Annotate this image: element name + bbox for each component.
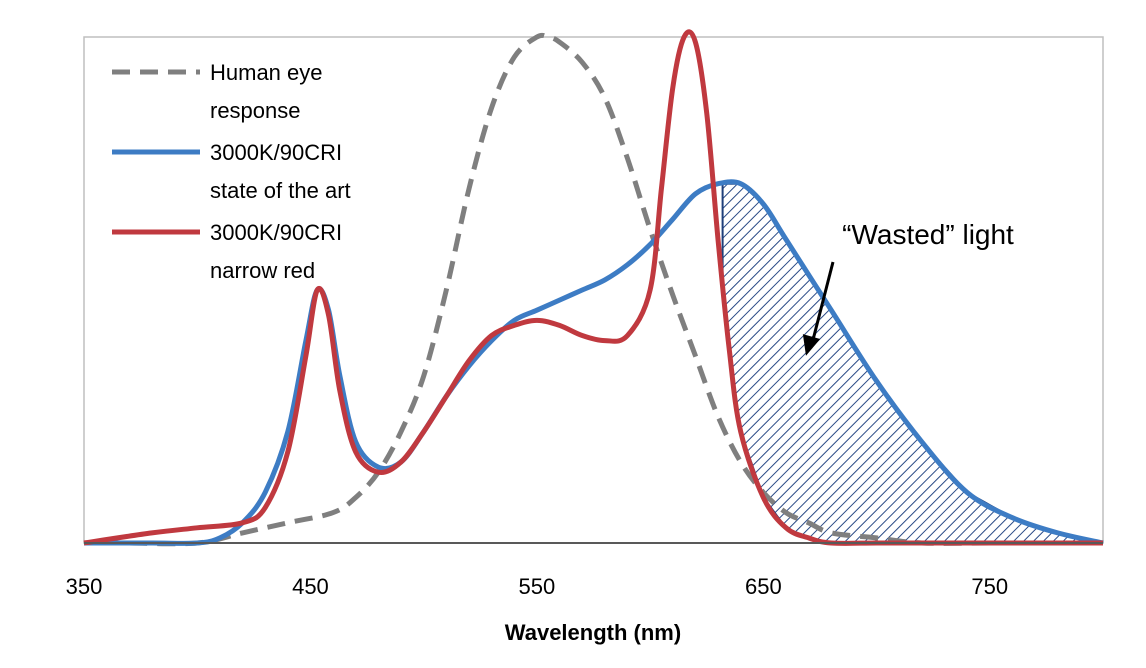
- legend-label-3000k-90cri-narrow-red: 3000K/90CRI narrow red: [210, 220, 342, 283]
- x-tick-label: 350: [66, 574, 103, 599]
- series-line-3000k-90cri-narrow-red: [83, 29, 1103, 546]
- x-tick-label: 650: [745, 574, 782, 599]
- legend-label-human-eye-response: Human eye response: [210, 60, 323, 123]
- x-tick-label: 450: [292, 574, 329, 599]
- annotation-wasted-light: “Wasted” light: [842, 219, 1014, 250]
- annotation-arrow-head: [802, 334, 821, 356]
- x-axis-title: Wavelength (nm): [505, 620, 681, 645]
- legend-label-3000k-90cri-state-of-the-art: 3000K/90CRI state of the art: [210, 140, 351, 203]
- legend: Human eye response 3000K/90CRI state of the…: [112, 60, 351, 283]
- annotation-arrow-shaft: [809, 261, 835, 349]
- series-line-3000k-90cri-state-of-the-art: [83, 179, 1104, 546]
- x-tick-label: 750: [971, 574, 1008, 599]
- x-tick-label: 550: [519, 574, 556, 599]
